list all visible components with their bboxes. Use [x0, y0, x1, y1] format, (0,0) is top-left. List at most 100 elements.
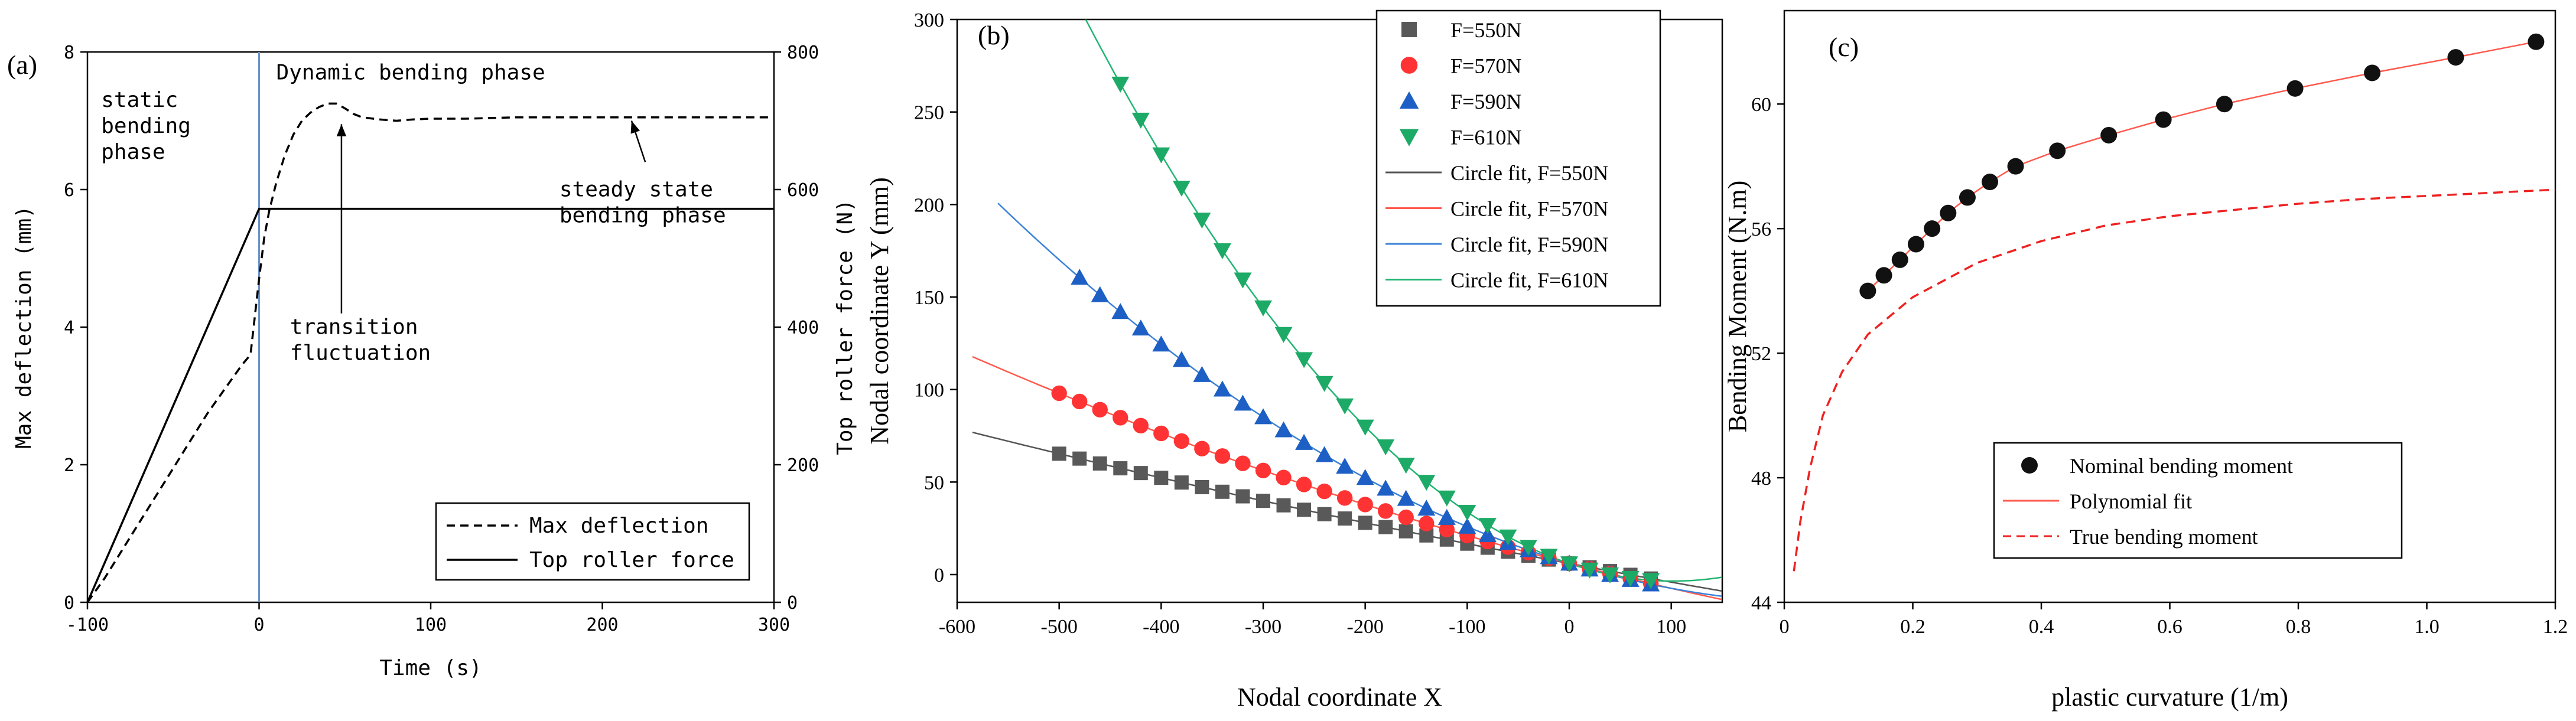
y-tick-label: 100	[914, 380, 944, 402]
x-tick-label: 0.8	[2286, 616, 2311, 638]
data-point	[1478, 518, 1497, 534]
data-point	[1235, 489, 1250, 504]
y-tick-label: 60	[1751, 94, 1771, 116]
panel-b: -600 -500 -400 -300 -200 -100 0 100 0 50 100 150 200…	[865, 9, 1723, 712]
data-point	[1601, 567, 1619, 583]
y-axis-label: Bending Moment (N.m)	[1723, 181, 1752, 433]
data-point	[1152, 335, 1170, 352]
data-point	[1195, 479, 1209, 494]
data-point	[1377, 479, 1395, 496]
data-point	[1071, 269, 1089, 285]
panel-label: (a)	[7, 50, 37, 80]
data-point	[1052, 446, 1066, 461]
legend-marker	[2021, 457, 2038, 474]
annotation-text: transition fluctuation	[290, 315, 431, 366]
data-point	[1092, 402, 1108, 417]
data-point	[1295, 352, 1313, 368]
data-point	[1419, 516, 1435, 531]
data-point	[1213, 380, 1231, 397]
x-tick-label: -400	[1143, 616, 1179, 638]
data-point	[1235, 455, 1251, 471]
data-point	[1580, 562, 1599, 579]
series-line-top-roller-force	[86, 207, 774, 603]
plot-area	[972, 19, 1722, 601]
data-point	[2155, 111, 2172, 128]
fit-line	[972, 355, 1722, 601]
x-tick-label: 0	[1565, 616, 1575, 638]
data-point	[1315, 376, 1333, 392]
x-tick-label: -500	[1041, 616, 1078, 638]
legend-label: Circle fit, F=610N	[1450, 269, 1608, 292]
legend-label: Top roller force	[529, 548, 734, 572]
y-tick-label: 50	[924, 472, 944, 494]
series-line-max-deflection	[86, 102, 774, 603]
legend-box	[435, 502, 750, 581]
x-axis-label: plastic curvature (1/m)	[2051, 683, 2288, 712]
legend-label: Max deflection	[529, 514, 708, 538]
y-tick-label: 8	[64, 43, 74, 63]
panel-label: (c)	[1829, 32, 1859, 62]
data-point	[1357, 497, 1373, 513]
data-point	[1214, 448, 1231, 464]
series-line-polynomial-fit	[1867, 41, 2536, 292]
x-tick-label: 0	[1780, 616, 1790, 638]
panel-c: 0 0.2 0.4 0.6 0.8 1.0 1.2 44 48 52 56 60 plastic cur…	[1723, 9, 2568, 712]
legend-label: Circle fit, F=570N	[1450, 197, 1608, 221]
y-tick-label: 52	[1751, 343, 1771, 365]
annotation-text: steady state bending phase	[560, 178, 726, 228]
data-point	[1982, 174, 1998, 191]
data-point	[1437, 490, 1456, 507]
data-point	[2364, 64, 2381, 81]
annotation-arrow-head	[336, 124, 347, 136]
y-tick-label: 0	[934, 565, 944, 586]
legend-marker	[1401, 22, 1417, 37]
data-point	[2049, 142, 2066, 159]
data-point	[1621, 570, 1640, 587]
x-tick-label: 200	[586, 615, 618, 635]
y-tick-label: 56	[1751, 218, 1771, 240]
data-point	[1274, 421, 1293, 438]
data-point	[1274, 327, 1293, 343]
data-point	[1254, 408, 1272, 425]
data-point	[1131, 319, 1150, 336]
data-point	[2447, 49, 2464, 66]
x-tick-label: -100	[66, 615, 109, 635]
y-tick-label: 0	[64, 593, 74, 614]
x-tick-label: -600	[939, 616, 975, 638]
annotation-line: steady state	[560, 178, 713, 202]
data-point	[2216, 96, 2233, 113]
legend-box	[1375, 9, 1661, 307]
y-axis-label: Nodal coordinate Y (mm)	[865, 177, 894, 444]
data-point	[2007, 158, 2024, 175]
plot-frame	[956, 18, 1723, 603]
data-point	[1111, 303, 1130, 319]
data-point	[1378, 503, 1394, 519]
data-point	[2528, 33, 2545, 50]
data-point	[1194, 441, 1210, 456]
legend-label: F=550N	[1450, 18, 1521, 42]
data-point	[1174, 475, 1189, 490]
data-point	[1439, 521, 1455, 538]
legend-label: F=570N	[1450, 54, 1521, 78]
annotation-line: Dynamic bending phase	[277, 61, 545, 85]
x-tick-label: 100	[1656, 616, 1686, 638]
data-point	[1316, 483, 1332, 500]
data-point	[1358, 516, 1372, 530]
data-point	[1296, 477, 1312, 492]
data-point	[1859, 282, 1876, 299]
legend-label: True bending moment	[2070, 525, 2258, 549]
data-point	[1213, 243, 1231, 259]
data-point	[1154, 471, 1169, 485]
legend-label: F=590N	[1450, 90, 1521, 113]
data-point	[1051, 385, 1067, 402]
data-point	[1478, 526, 1497, 542]
data-point	[1875, 267, 1892, 284]
y2-tick-label: 200	[787, 455, 819, 476]
y-tick-label: 44	[1751, 592, 1771, 614]
y-tick-label: 150	[914, 287, 944, 309]
data-point	[1234, 272, 1252, 289]
data-point	[2286, 80, 2304, 97]
data-point	[1458, 517, 1476, 534]
